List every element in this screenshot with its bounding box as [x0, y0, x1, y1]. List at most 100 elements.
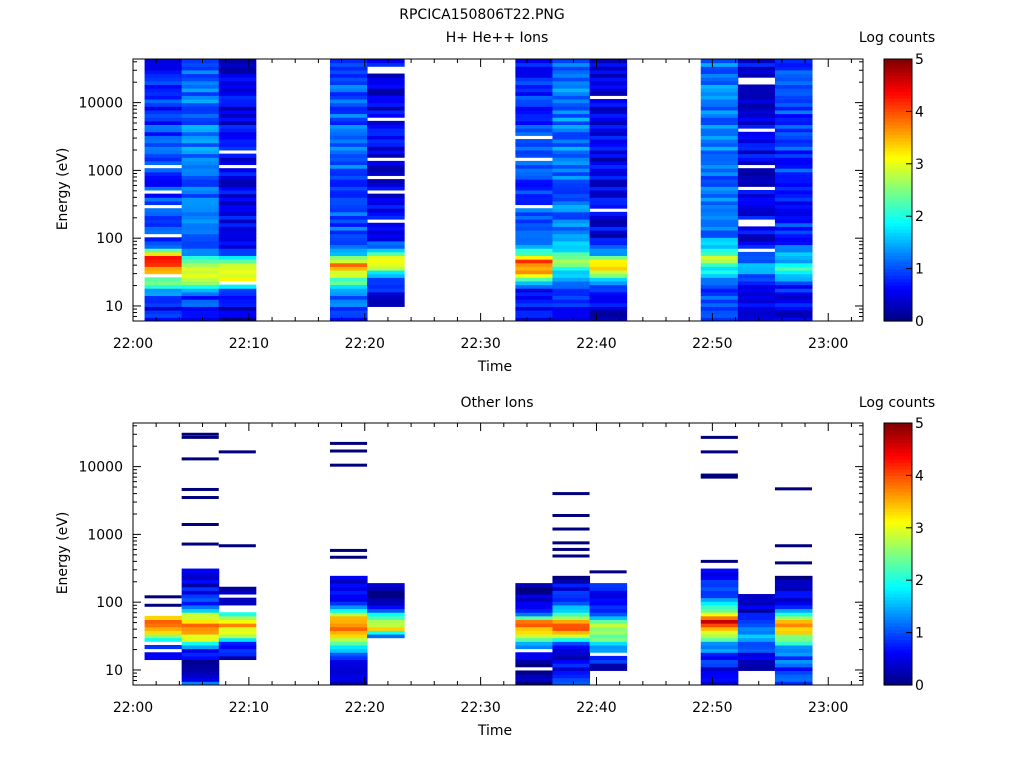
heatmap-cell [144, 182, 183, 187]
heatmap-line [181, 496, 219, 500]
heatmap-cell [737, 306, 776, 311]
heatmap-cell [218, 128, 257, 133]
heatmap-cell [181, 251, 220, 256]
heatmap-cell [218, 270, 257, 275]
spectrum-column [218, 59, 257, 321]
heatmap-cell [700, 655, 739, 661]
heatmap-cell [515, 302, 553, 307]
heatmap-cell [552, 59, 591, 64]
heatmap-cell [589, 615, 628, 620]
heatmap-cell [589, 193, 628, 198]
heatmap-cell [181, 59, 220, 64]
heatmap-cell [181, 240, 220, 246]
colorbar-segment [884, 117, 912, 122]
spectrum-column [737, 59, 776, 321]
heatmap-cell [774, 179, 813, 184]
heatmap-cell [218, 248, 257, 253]
heatmap-line [181, 487, 219, 491]
colorbar-segment [884, 560, 912, 565]
heatmap-cell [700, 200, 739, 206]
heatmap-cell [329, 641, 368, 646]
heatmap-cell [774, 230, 813, 235]
colorbar-segment [884, 62, 912, 67]
heatmap-cell [144, 295, 183, 300]
heatmap-cell [737, 626, 776, 631]
heatmap-cell [218, 215, 257, 220]
heatmap-line [552, 492, 590, 496]
heatmap-cell [181, 637, 220, 642]
heatmap-cell [144, 226, 183, 231]
heatmap-cell [737, 62, 776, 67]
heatmap-cell [329, 277, 368, 282]
heatmap-cell [737, 270, 776, 275]
heatmap-cell [367, 62, 405, 67]
heatmap-cell [218, 648, 257, 653]
heatmap-cell [700, 248, 739, 253]
heatmap-cell [589, 157, 628, 162]
heatmap-cell [737, 663, 776, 668]
colorbar-segment [884, 488, 912, 493]
colorbar-segment [884, 527, 912, 532]
heatmap-cell [737, 204, 776, 209]
heatmap-cell [218, 259, 257, 264]
colorbar-segment [884, 665, 912, 670]
heatmap-cell [144, 200, 183, 206]
heatmap-cell [700, 666, 739, 671]
heatmap-cell [181, 608, 220, 613]
colorbar-segment [884, 668, 912, 673]
heatmap-cell [367, 131, 405, 136]
heatmap-cell [774, 200, 813, 206]
heatmap-cell [144, 88, 183, 93]
heatmap-cell [218, 586, 257, 591]
heatmap-cell [774, 66, 813, 71]
heatmap-cell [737, 604, 776, 610]
heatmap-cell [774, 204, 813, 209]
heatmap-cell [589, 255, 628, 260]
heatmap-cell [218, 222, 257, 227]
x-tick-label: 22:30 [460, 700, 500, 716]
heatmap-cell [181, 128, 220, 133]
colorbar-segment [884, 304, 912, 309]
heatmap-cell [589, 153, 628, 158]
heatmap-cell [700, 572, 739, 577]
heatmap-cell [737, 160, 776, 166]
heatmap-cell [218, 124, 257, 129]
heatmap-cell [515, 634, 553, 639]
colorbar-segment [884, 212, 912, 217]
heatmap-cell [515, 674, 553, 679]
heatmap-line [218, 450, 256, 454]
heatmap-cell [515, 109, 553, 115]
heatmap-cell [552, 95, 591, 100]
colorbar-segment [884, 314, 912, 319]
heatmap-cell [552, 131, 591, 136]
heatmap-cell [552, 244, 591, 249]
heatmap-cell [181, 233, 220, 238]
heatmap-cell [700, 644, 739, 650]
colorbar-segment [884, 632, 912, 637]
heatmap-cell [144, 179, 183, 184]
heatmap-cell [774, 597, 813, 602]
heatmap-cell [367, 302, 405, 307]
heatmap-cell [329, 240, 368, 246]
heatmap-cell [589, 590, 628, 595]
heatmap-cell [589, 619, 628, 624]
heatmap-cell [367, 113, 405, 118]
x-tick-label: 22:10 [229, 336, 269, 352]
heatmap-cell [700, 670, 739, 675]
colorbar-segment [884, 678, 912, 683]
heatmap-cell [144, 619, 183, 624]
colorbar-segment [884, 521, 912, 526]
heatmap-cell [700, 168, 739, 173]
heatmap-cell [589, 146, 628, 151]
colorbar-segment [884, 140, 912, 145]
heatmap-cell [552, 106, 591, 111]
colorbar-segment [884, 180, 912, 185]
heatmap-cell [329, 208, 368, 213]
heatmap-cell [589, 248, 628, 253]
heatmap-cell [589, 280, 628, 286]
heatmap-cell [218, 230, 257, 235]
plot-frame [132, 58, 864, 322]
heatmap-cell [552, 291, 591, 297]
heatmap-cell [700, 128, 739, 133]
heatmap-cell [589, 80, 628, 85]
